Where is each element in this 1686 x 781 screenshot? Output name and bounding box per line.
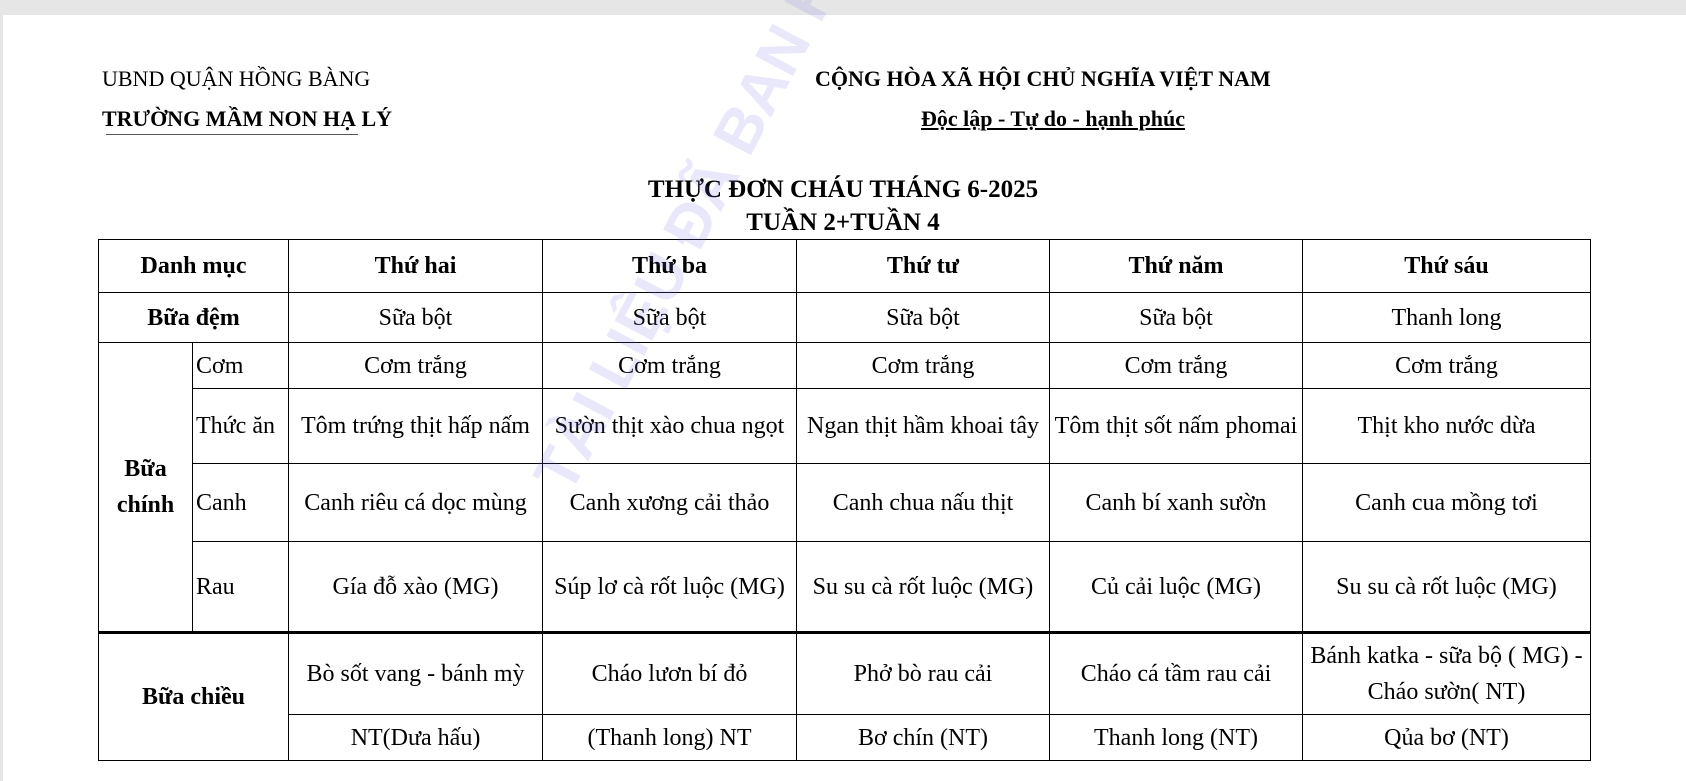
header-thursday: Thứ năm — [1049, 239, 1303, 293]
nation-motto: Độc lập - Tự do - hạnh phúc — [921, 106, 1186, 131]
table-cell: Bò sốt vang - bánh mỳ — [288, 632, 543, 715]
table-row: Bữa đệm Sữa bột Sữa bột Sữa bột Sữa bột … — [98, 292, 1591, 343]
table-cell: Canh riêu cá dọc mùng — [288, 463, 543, 542]
header-tuesday: Thứ ba — [542, 239, 797, 293]
table-cell: Phở bò rau cải — [796, 632, 1050, 715]
table-cell: Củ cải luộc (MG) — [1049, 541, 1303, 633]
table-cell: Cháo lươn bí đỏ — [542, 632, 797, 715]
table-cell: Sữa bột — [1049, 292, 1303, 343]
table-row: Bữa chiều Bò sốt vang - bánh mỳ Cháo lươ… — [98, 632, 1591, 761]
header-monday: Thứ hai — [288, 239, 543, 293]
table-row: Rau Gía đỗ xào (MG) Súp lơ cà rốt luộc (… — [99, 541, 1591, 633]
district-name: UBND QUẬN HỒNG BÀNG — [102, 66, 371, 91]
school-name: TRƯỜNG MẦM NON HẠ LÝ — [102, 106, 393, 131]
table-cell: Sữa bột — [288, 292, 543, 343]
table-cell: Cơm trắng — [1302, 342, 1591, 389]
header-row: Danh mục Thứ hai Thứ ba Thứ tư Thứ năm T… — [98, 239, 1591, 293]
table-cell: Thanh long — [1302, 292, 1591, 343]
table-cell: Súp lơ cà rốt luộc (MG) — [542, 541, 797, 633]
row-group-label: Bữa chính — [98, 342, 193, 633]
school-underline — [106, 134, 358, 135]
table-cell: Qủa bơ (NT) — [1302, 714, 1591, 761]
table-cell: (Thanh long) NT — [542, 714, 797, 761]
table-cell: Bơ chín (NT) — [796, 714, 1050, 761]
table-cell: Bánh katka - sữa bộ ( MG) - Cháo sườn( N… — [1302, 632, 1591, 715]
table-cell: Thịt kho nước dừa — [1302, 388, 1591, 464]
table-row: Bữa chính Cơm Cơm trắng Cơm trắng Cơm tr… — [98, 342, 1591, 633]
table-cell: Tôm trứng thịt hấp nấm — [288, 388, 543, 464]
table-cell: Cơm trắng — [1049, 342, 1303, 389]
header-friday: Thứ sáu — [1302, 239, 1591, 293]
menu-subtitle: TUẦN 2+TUẦN 4 — [746, 209, 940, 236]
table-cell: Thanh long (NT) — [1049, 714, 1303, 761]
table-cell: Ngan thịt hầm khoai tây — [796, 388, 1050, 464]
table-cell: Sữa bột — [796, 292, 1050, 343]
table-cell: Canh cua mồng tơi — [1302, 463, 1591, 542]
table-cell: Cơm trắng — [288, 342, 543, 389]
table-cell: NT(Dưa hấu) — [288, 714, 543, 761]
table-cell: Su su cà rốt luộc (MG) — [1302, 541, 1591, 633]
menu-title: THỰC ĐƠN CHÁU THÁNG 6-2025 — [647, 176, 1039, 203]
table-row: Thức ăn Tôm trứng thịt hấp nấm Sườn thịt… — [99, 388, 1591, 464]
menu-table: Danh mục Thứ hai Thứ ba Thứ tư Thứ năm T… — [98, 239, 1591, 761]
row-label: Rau — [192, 541, 289, 633]
table-cell: Sườn thịt xào chua ngọt — [542, 388, 797, 464]
header-wednesday: Thứ tư — [796, 239, 1050, 293]
table-cell: Sữa bột — [542, 292, 797, 343]
table-cell: Cháo cá tầm rau cải — [1049, 632, 1303, 715]
row-label: Bữa đệm — [98, 292, 289, 343]
table-cell: Su su cà rốt luộc (MG) — [796, 541, 1050, 633]
row-label: Thức ăn — [192, 388, 289, 464]
table-cell: Canh bí xanh sườn — [1049, 463, 1303, 542]
header-category: Danh mục — [98, 239, 289, 293]
nation-title: CỘNG HÒA XÃ HỘI CHỦ NGHĨA VIỆT NAM — [815, 66, 1271, 91]
table-row: NT(Dưa hấu) (Thanh long) NT Bơ chín (NT)… — [99, 714, 1591, 761]
table-cell: Tôm thịt sốt nấm phomai — [1049, 388, 1303, 464]
table-cell: Cơm trắng — [542, 342, 797, 389]
table-cell: Canh chua nấu thịt — [796, 463, 1050, 542]
row-label: Cơm — [192, 342, 289, 389]
table-cell: Cơm trắng — [796, 342, 1050, 389]
row-label: Canh — [192, 463, 289, 542]
table-cell: Gía đỗ xào (MG) — [288, 541, 543, 633]
table-row: Canh Canh riêu cá dọc mùng Canh xương cả… — [99, 463, 1591, 542]
row-label: Bữa chiều — [98, 632, 289, 761]
table-cell: Canh xương cải thảo — [542, 463, 797, 542]
